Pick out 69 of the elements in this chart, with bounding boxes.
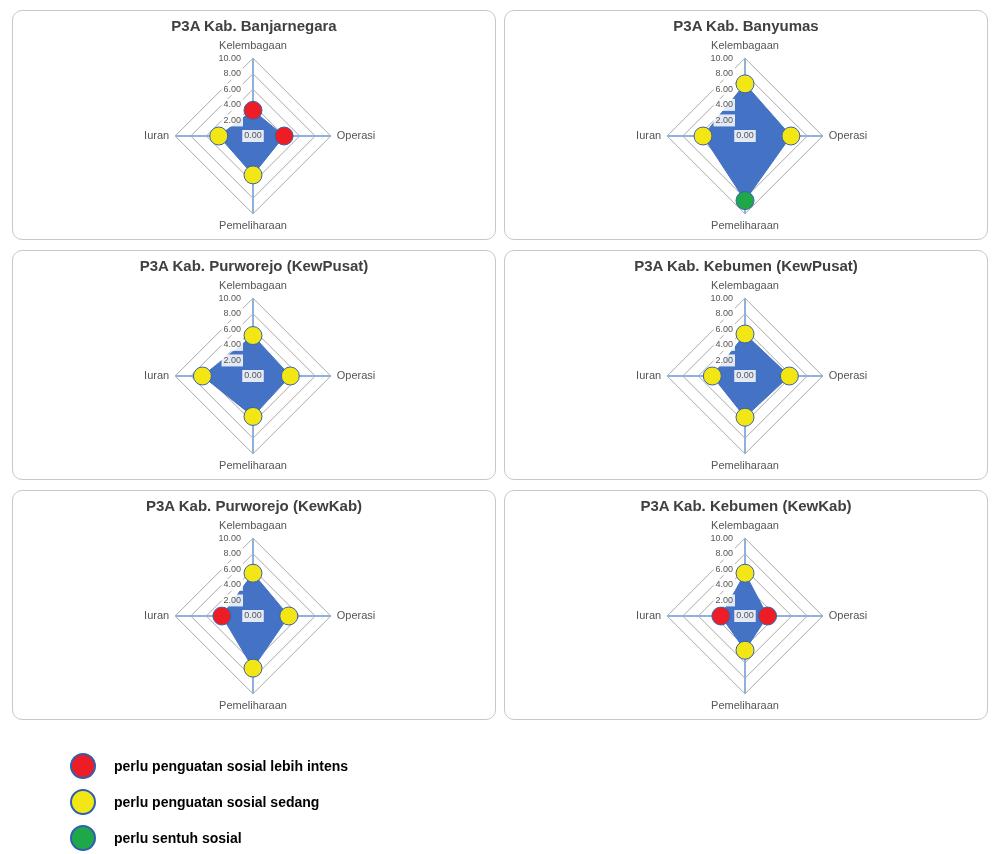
y-tick-label: 8.00 <box>715 68 733 79</box>
chart-title: P3A Kab. Kebumen (KewPusat) <box>633 257 859 276</box>
category-label: perlu penguatan sosial lebih intens <box>114 758 349 774</box>
spoke-label: Operasi <box>336 129 376 142</box>
y-tick-label: 6.00 <box>715 323 733 334</box>
y-tick-label: 0.00 <box>244 130 262 141</box>
y-tick-label: 4.00 <box>715 339 733 350</box>
y-tick-label: 4.00 <box>223 579 241 590</box>
y-tick-label: 2.00 <box>715 594 733 605</box>
y-tick-label: 2.00 <box>715 114 733 125</box>
chart-title: P3A Kab. Banyumas <box>672 17 820 36</box>
y-tick-label: 2.00 <box>223 354 241 365</box>
spoke-label: Iuran <box>144 369 170 382</box>
y-tick-label: 8.00 <box>715 548 733 559</box>
y-tick-label: 8.00 <box>223 68 241 79</box>
spoke-label: Kelembagaan <box>711 38 779 51</box>
y-tick-label: 10.00 <box>218 292 241 303</box>
spoke-label: Iuran <box>144 609 170 622</box>
y-tick-label: 0.00 <box>244 370 262 381</box>
y-tick-label: 6.00 <box>715 563 733 574</box>
spoke-label: Pemeliharaan <box>711 459 779 472</box>
spoke-label: Iuran <box>636 609 662 622</box>
spoke-label: Iuran <box>636 129 662 142</box>
spoke-label: Kelembagaan <box>219 518 287 531</box>
spoke-label: Pemeliharaan <box>219 459 287 472</box>
y-tick-label: 10.00 <box>218 52 241 63</box>
y-tick-label: 6.00 <box>223 83 241 94</box>
spoke-label: Operasi <box>828 609 868 622</box>
y-tick-label: 2.00 <box>223 594 241 605</box>
y-tick-label: 4.00 <box>223 339 241 350</box>
y-tick-label: 8.00 <box>223 308 241 319</box>
y-tick-label: 4.00 <box>223 99 241 110</box>
chart-title: P3A Kab. Purworejo (KewPusat) <box>138 257 370 276</box>
chart-title: P3A Kab. Purworejo (KewKab) <box>144 497 364 516</box>
spoke-label: Operasi <box>828 369 868 382</box>
y-tick-label: 10.00 <box>710 532 733 543</box>
category-label: perlu penguatan sosial sedang <box>114 794 320 810</box>
y-tick-label: 8.00 <box>715 308 733 319</box>
y-tick-label: 0.00 <box>736 370 754 381</box>
spoke-label: Pemeliharaan <box>711 219 779 232</box>
y-tick-label: 2.00 <box>715 354 733 365</box>
y-tick-label: 0.00 <box>244 610 262 621</box>
spoke-label: Pemeliharaan <box>711 699 779 712</box>
spoke-label: Operasi <box>336 609 376 622</box>
y-tick-label: 10.00 <box>710 292 733 303</box>
y-tick-label: 6.00 <box>223 563 241 574</box>
y-tick-label: 6.00 <box>223 323 241 334</box>
y-tick-label: 4.00 <box>715 579 733 590</box>
spoke-label: Pemeliharaan <box>219 219 287 232</box>
y-tick-label: 10.00 <box>218 532 241 543</box>
spoke-label: Operasi <box>336 369 376 382</box>
y-tick-label: 4.00 <box>715 99 733 110</box>
y-tick-label: 2.00 <box>223 114 241 125</box>
spoke-label: Operasi <box>828 129 868 142</box>
spoke-label: Pemeliharaan <box>219 699 287 712</box>
spoke-label: Kelembagaan <box>711 278 779 291</box>
category-label: perlu sentuh sosial <box>114 830 242 846</box>
spoke-label: Kelembagaan <box>219 38 287 51</box>
y-tick-label: 0.00 <box>736 130 754 141</box>
spoke-label: Kelembagaan <box>711 518 779 531</box>
y-tick-label: 6.00 <box>715 83 733 94</box>
y-tick-label: 10.00 <box>710 52 733 63</box>
spoke-label: Kelembagaan <box>219 278 287 291</box>
chart-title: P3A Kab. Kebumen (KewKab) <box>639 497 853 516</box>
y-tick-label: 0.00 <box>736 610 754 621</box>
spoke-label: Iuran <box>144 129 170 142</box>
y-tick-label: 8.00 <box>223 548 241 559</box>
spoke-label: Iuran <box>636 369 662 382</box>
chart-title: P3A Kab. Banjarnegara <box>170 17 338 36</box>
